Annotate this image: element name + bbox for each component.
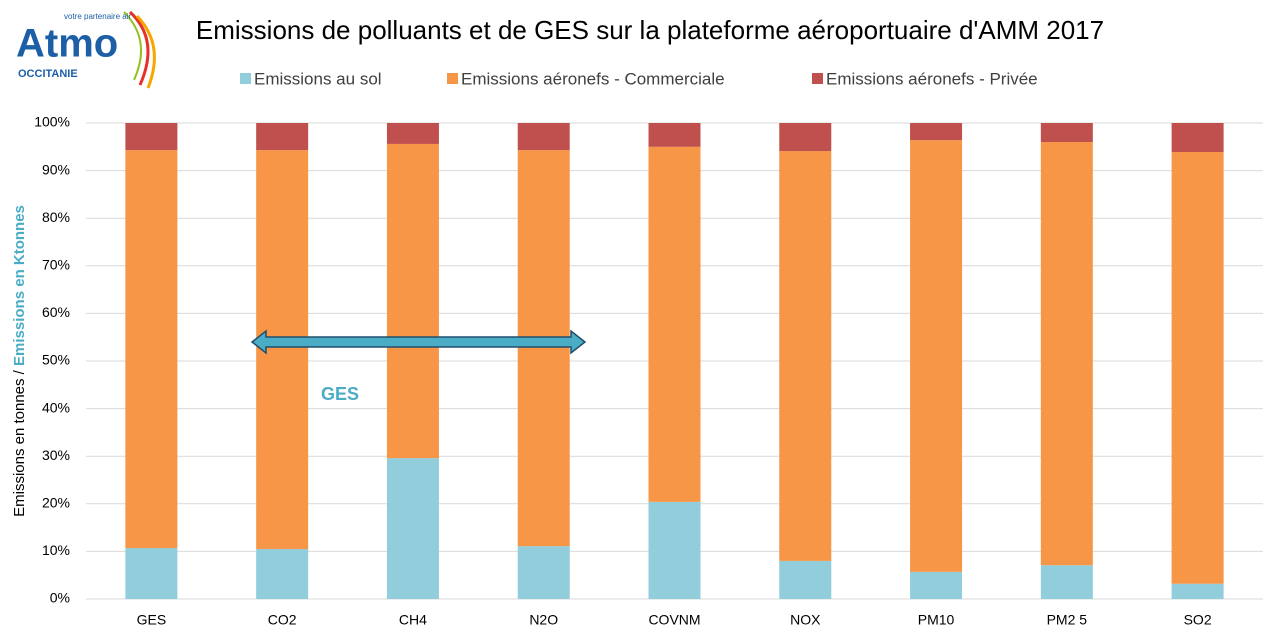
annotation: GES bbox=[321, 384, 359, 404]
bar-segment bbox=[125, 150, 178, 549]
bar-segment bbox=[1040, 123, 1093, 143]
x-tick-label: COVNM bbox=[648, 612, 700, 628]
y-tick-label: 60% bbox=[42, 304, 70, 320]
bar-segment bbox=[648, 123, 701, 147]
logo-arc bbox=[128, 10, 150, 86]
legend-swatch bbox=[240, 73, 251, 84]
legend: Emissions au sol Emissions aéronefs - Com… bbox=[240, 69, 1038, 88]
bar-segment bbox=[256, 123, 309, 151]
legend-label: Emissions aéronefs - Commerciale bbox=[461, 69, 725, 88]
bar-segment bbox=[125, 123, 178, 151]
bar-segment bbox=[125, 548, 178, 599]
x-tick-label: SO2 bbox=[1184, 612, 1212, 628]
bar-segment bbox=[779, 151, 832, 561]
logo-arc bbox=[135, 14, 156, 89]
bar-segment bbox=[386, 143, 439, 459]
y-tick-label: 20% bbox=[42, 495, 70, 511]
x-tick-label: NOX bbox=[790, 612, 821, 628]
y-tick-label: 50% bbox=[42, 352, 70, 368]
legend-label: Emissions au sol bbox=[254, 69, 382, 88]
bar-segment bbox=[779, 560, 832, 599]
x-tick-label: PM2 5 bbox=[1047, 612, 1088, 628]
bar-segment bbox=[386, 458, 439, 599]
y-tick-label: 40% bbox=[42, 399, 70, 415]
bar-segment bbox=[1040, 565, 1093, 599]
x-tick-label: N2O bbox=[529, 612, 558, 628]
legend-label: Emissions aéronefs - Privée bbox=[826, 69, 1038, 88]
bar-segment bbox=[386, 123, 439, 144]
bar-segment bbox=[1171, 123, 1224, 153]
y-tick-label: 90% bbox=[42, 161, 70, 177]
logo-arc bbox=[123, 11, 142, 81]
bars bbox=[125, 123, 1224, 599]
bar-segment bbox=[910, 123, 963, 141]
x-tick-label: CO2 bbox=[268, 612, 297, 628]
bar-segment bbox=[1040, 142, 1093, 566]
y-axis-label-part: Emissions en Ktonnes bbox=[11, 205, 28, 366]
logo-tagline: votre partenaire air bbox=[64, 12, 131, 21]
bar-segment bbox=[256, 549, 309, 599]
y-tick-label: 80% bbox=[42, 209, 70, 225]
bar-segment bbox=[648, 146, 701, 502]
legend-swatch bbox=[447, 73, 458, 84]
chart-title: Emissions de polluants et de GES sur la … bbox=[196, 15, 1104, 45]
bar-segment bbox=[910, 140, 963, 572]
y-axis-label-part: Emissions en tonnes / bbox=[11, 366, 28, 517]
logo: Atmo votre partenaire air OCCITANIE bbox=[16, 10, 156, 89]
bar-segment bbox=[1171, 583, 1224, 599]
bar-segment bbox=[648, 501, 701, 599]
y-tick-label: 70% bbox=[42, 257, 70, 273]
bar-segment bbox=[517, 150, 570, 547]
y-tick-label: 100% bbox=[34, 114, 70, 130]
bar-segment bbox=[779, 123, 832, 152]
x-tick-label: PM10 bbox=[918, 612, 955, 628]
y-axis-label: Emissions en tonnes / Emissions en Ktonn… bbox=[11, 205, 28, 517]
bar-segment bbox=[910, 571, 963, 599]
bar-segment bbox=[517, 123, 570, 151]
bar-segment bbox=[517, 546, 570, 599]
legend-swatch bbox=[812, 73, 823, 84]
y-tick-label: 30% bbox=[42, 447, 70, 463]
double-arrow bbox=[250, 329, 587, 355]
logo-region: OCCITANIE bbox=[18, 68, 78, 80]
x-tick-label: GES bbox=[137, 612, 167, 628]
logo-name: Atmo bbox=[16, 22, 118, 66]
y-tick-label: 0% bbox=[50, 590, 70, 606]
x-tick-label: CH4 bbox=[399, 612, 427, 628]
ges-arrow bbox=[250, 329, 587, 355]
y-tick-label: 10% bbox=[42, 542, 70, 558]
bar-segment bbox=[1171, 152, 1224, 584]
